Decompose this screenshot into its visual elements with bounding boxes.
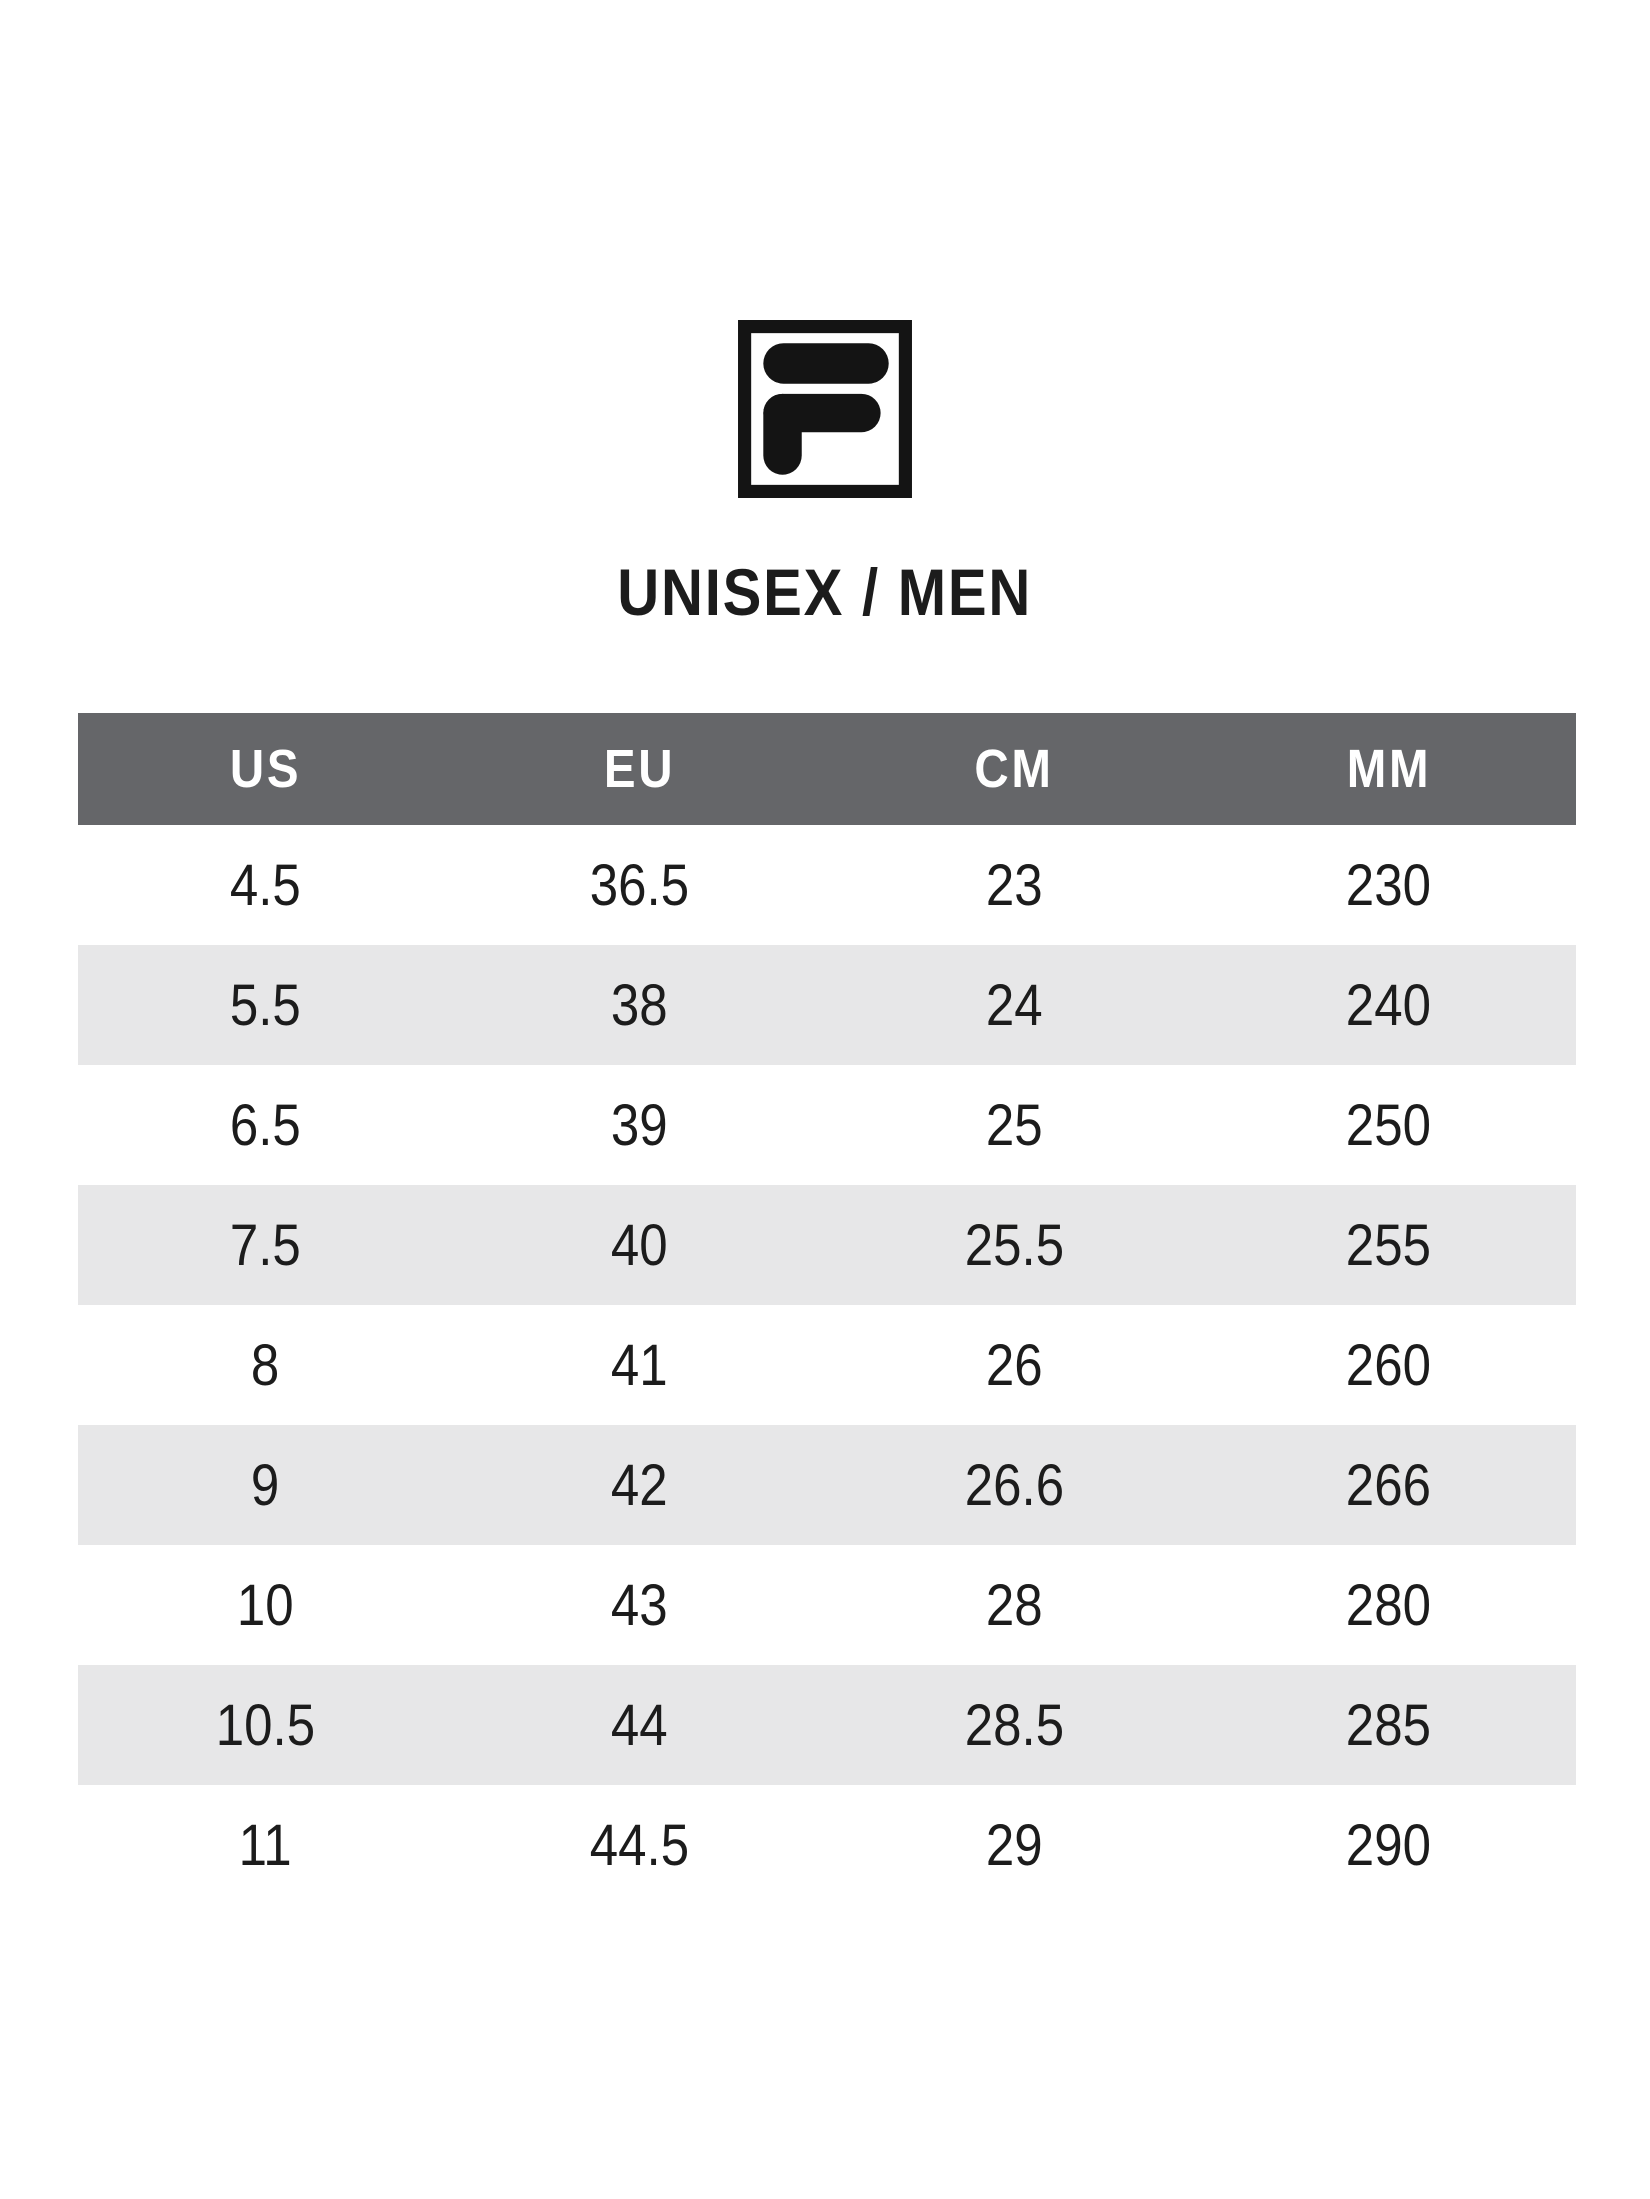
table-row: 5.5 38 24 240 (78, 945, 1576, 1065)
column-header-eu: EU (452, 713, 827, 825)
logo-f-stem (763, 393, 802, 475)
size-value: 260 (1346, 1332, 1432, 1398)
size-cell: 40 (452, 1185, 827, 1305)
table-row: 10 43 28 280 (78, 1545, 1576, 1665)
size-table-body: 4.5 36.5 23 230 5.5 38 24 240 6.5 39 25 250 7.5 40 25.… (78, 825, 1576, 1905)
fila-f-box-logo-icon (738, 320, 912, 498)
logo-f-top-bar (763, 343, 889, 384)
size-cell: 26.6 (827, 1425, 1202, 1545)
table-row: 4.5 36.5 23 230 (78, 825, 1576, 945)
size-cell: 230 (1201, 825, 1576, 945)
size-conversion-table: US EU CM MM 4.5 36.5 23 230 5.5 38 24 240 6.5 39 2… (78, 713, 1576, 1905)
size-value: 7.5 (229, 1212, 301, 1278)
size-cell: 290 (1201, 1785, 1576, 1905)
size-value: 26.6 (964, 1452, 1064, 1518)
size-value: 4.5 (229, 852, 301, 918)
size-cell: 25.5 (827, 1185, 1202, 1305)
size-value: 44.5 (590, 1812, 690, 1878)
size-value: 11 (238, 1812, 292, 1878)
table-row: 10.5 44 28.5 285 (78, 1665, 1576, 1785)
size-value: 280 (1346, 1572, 1432, 1638)
column-header-us: US (78, 713, 453, 825)
size-cell: 42 (452, 1425, 827, 1545)
size-cell: 7.5 (78, 1185, 453, 1305)
size-value: 290 (1346, 1812, 1432, 1878)
size-cell: 38 (452, 945, 827, 1065)
size-value: 40 (611, 1212, 669, 1278)
column-header-mm: MM (1201, 713, 1576, 825)
size-cell: 28 (827, 1545, 1202, 1665)
size-cell: 285 (1201, 1665, 1576, 1785)
size-value: 28.5 (964, 1692, 1064, 1758)
table-row: 6.5 39 25 250 (78, 1065, 1576, 1185)
size-value: 36.5 (590, 852, 690, 918)
size-cell: 6.5 (78, 1065, 453, 1185)
page-title-text: UNISEX / MEN (617, 555, 1033, 629)
size-cell: 4.5 (78, 825, 453, 945)
column-header-cm: CM (827, 713, 1202, 825)
size-value: 230 (1346, 852, 1432, 918)
size-cell: 11 (78, 1785, 453, 1905)
size-cell: 260 (1201, 1305, 1576, 1425)
column-header-mm-label: MM (1346, 739, 1431, 799)
header-row: US EU CM MM (78, 713, 1576, 825)
size-cell: 240 (1201, 945, 1576, 1065)
size-cell: 250 (1201, 1065, 1576, 1185)
size-value: 285 (1346, 1692, 1432, 1758)
table-row: 7.5 40 25.5 255 (78, 1185, 1576, 1305)
size-value: 266 (1346, 1452, 1432, 1518)
size-cell: 8 (78, 1305, 453, 1425)
page-title: UNISEX / MEN (0, 556, 1650, 629)
column-header-cm-label: CM (974, 739, 1054, 799)
size-cell: 10.5 (78, 1665, 453, 1785)
brand-logo (0, 320, 1650, 498)
size-cell: 36.5 (452, 825, 827, 945)
size-value: 41 (611, 1332, 669, 1398)
size-value: 6.5 (229, 1092, 301, 1158)
size-cell: 43 (452, 1545, 827, 1665)
size-cell: 9 (78, 1425, 453, 1545)
size-cell: 44 (452, 1665, 827, 1785)
size-cell: 29 (827, 1785, 1202, 1905)
size-value: 8 (251, 1332, 280, 1398)
size-cell: 26 (827, 1305, 1202, 1425)
size-value: 24 (985, 972, 1043, 1038)
size-value: 25.5 (964, 1212, 1064, 1278)
size-value: 250 (1346, 1092, 1432, 1158)
table-row: 8 41 26 260 (78, 1305, 1576, 1425)
size-cell: 28.5 (827, 1665, 1202, 1785)
size-table-header: US EU CM MM (78, 713, 1576, 825)
size-value: 23 (985, 852, 1043, 918)
size-cell: 44.5 (452, 1785, 827, 1905)
size-cell: 39 (452, 1065, 827, 1185)
size-cell: 41 (452, 1305, 827, 1425)
table-row: 9 42 26.6 266 (78, 1425, 1576, 1545)
size-value: 240 (1346, 972, 1432, 1038)
column-header-eu-label: EU (604, 739, 676, 799)
size-value: 25 (985, 1092, 1043, 1158)
size-value: 10 (236, 1572, 294, 1638)
column-header-us-label: US (229, 739, 301, 799)
size-value: 28 (985, 1572, 1043, 1638)
size-cell: 23 (827, 825, 1202, 945)
size-value: 39 (611, 1092, 669, 1158)
size-cell: 255 (1201, 1185, 1576, 1305)
size-value: 42 (611, 1452, 669, 1518)
size-cell: 24 (827, 945, 1202, 1065)
size-cell: 25 (827, 1065, 1202, 1185)
size-value: 43 (611, 1572, 669, 1638)
size-value: 26 (985, 1332, 1043, 1398)
size-value: 29 (985, 1812, 1043, 1878)
size-value: 10.5 (215, 1692, 315, 1758)
table-row: 11 44.5 29 290 (78, 1785, 1576, 1905)
size-cell: 280 (1201, 1545, 1576, 1665)
size-value: 44 (611, 1692, 669, 1758)
size-cell: 10 (78, 1545, 453, 1665)
size-value: 9 (251, 1452, 280, 1518)
size-cell: 5.5 (78, 945, 453, 1065)
size-value: 38 (611, 972, 669, 1038)
size-value: 5.5 (229, 972, 301, 1038)
size-cell: 266 (1201, 1425, 1576, 1545)
size-value: 255 (1346, 1212, 1432, 1278)
